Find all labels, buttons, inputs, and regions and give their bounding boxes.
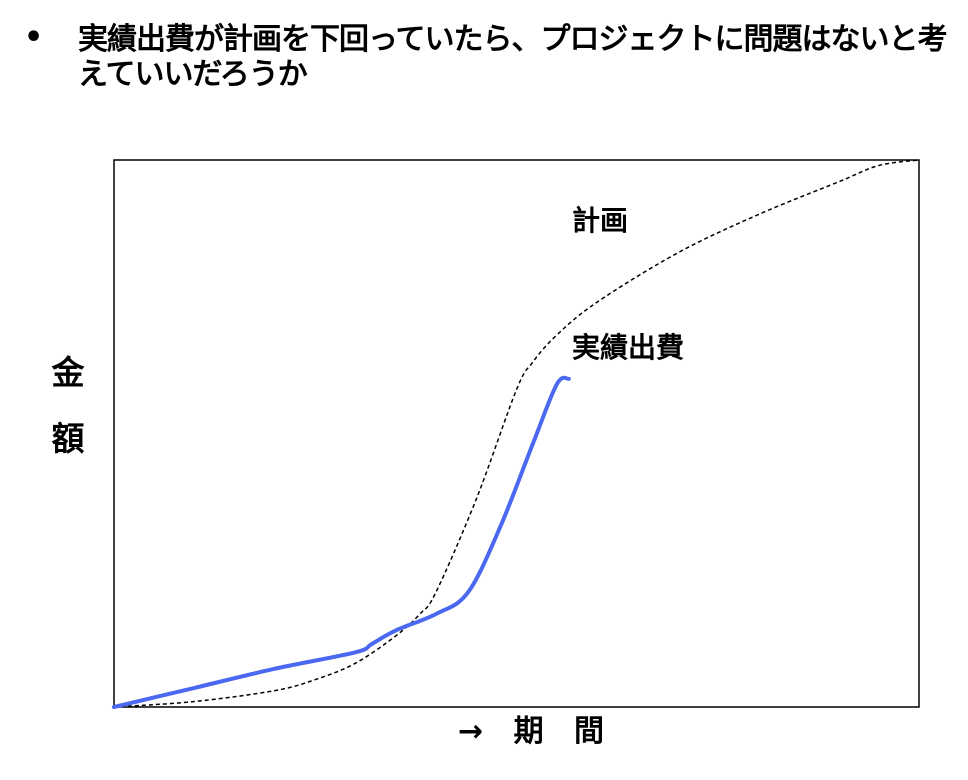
series-line-2 <box>112 375 571 709</box>
y-axis-label-char-1: 金 <box>51 353 85 392</box>
series-line-1 <box>113 159 920 708</box>
slide-title: 実績出費が計画を下回っていたら、プロジェクトに問題はないと考えていいだろうか <box>78 22 948 92</box>
y-axis-label: 金 額 <box>48 340 88 472</box>
series-layer <box>112 159 920 709</box>
slide-bullet: • <box>24 20 44 55</box>
y-axis-label-char-2: 額 <box>51 419 85 458</box>
x-axis-label: → 期 間 <box>458 714 615 749</box>
plot-area-frame <box>113 159 920 708</box>
series-label-2: 実績出費 <box>572 331 684 364</box>
series-label-1: 計画 <box>572 204 628 237</box>
